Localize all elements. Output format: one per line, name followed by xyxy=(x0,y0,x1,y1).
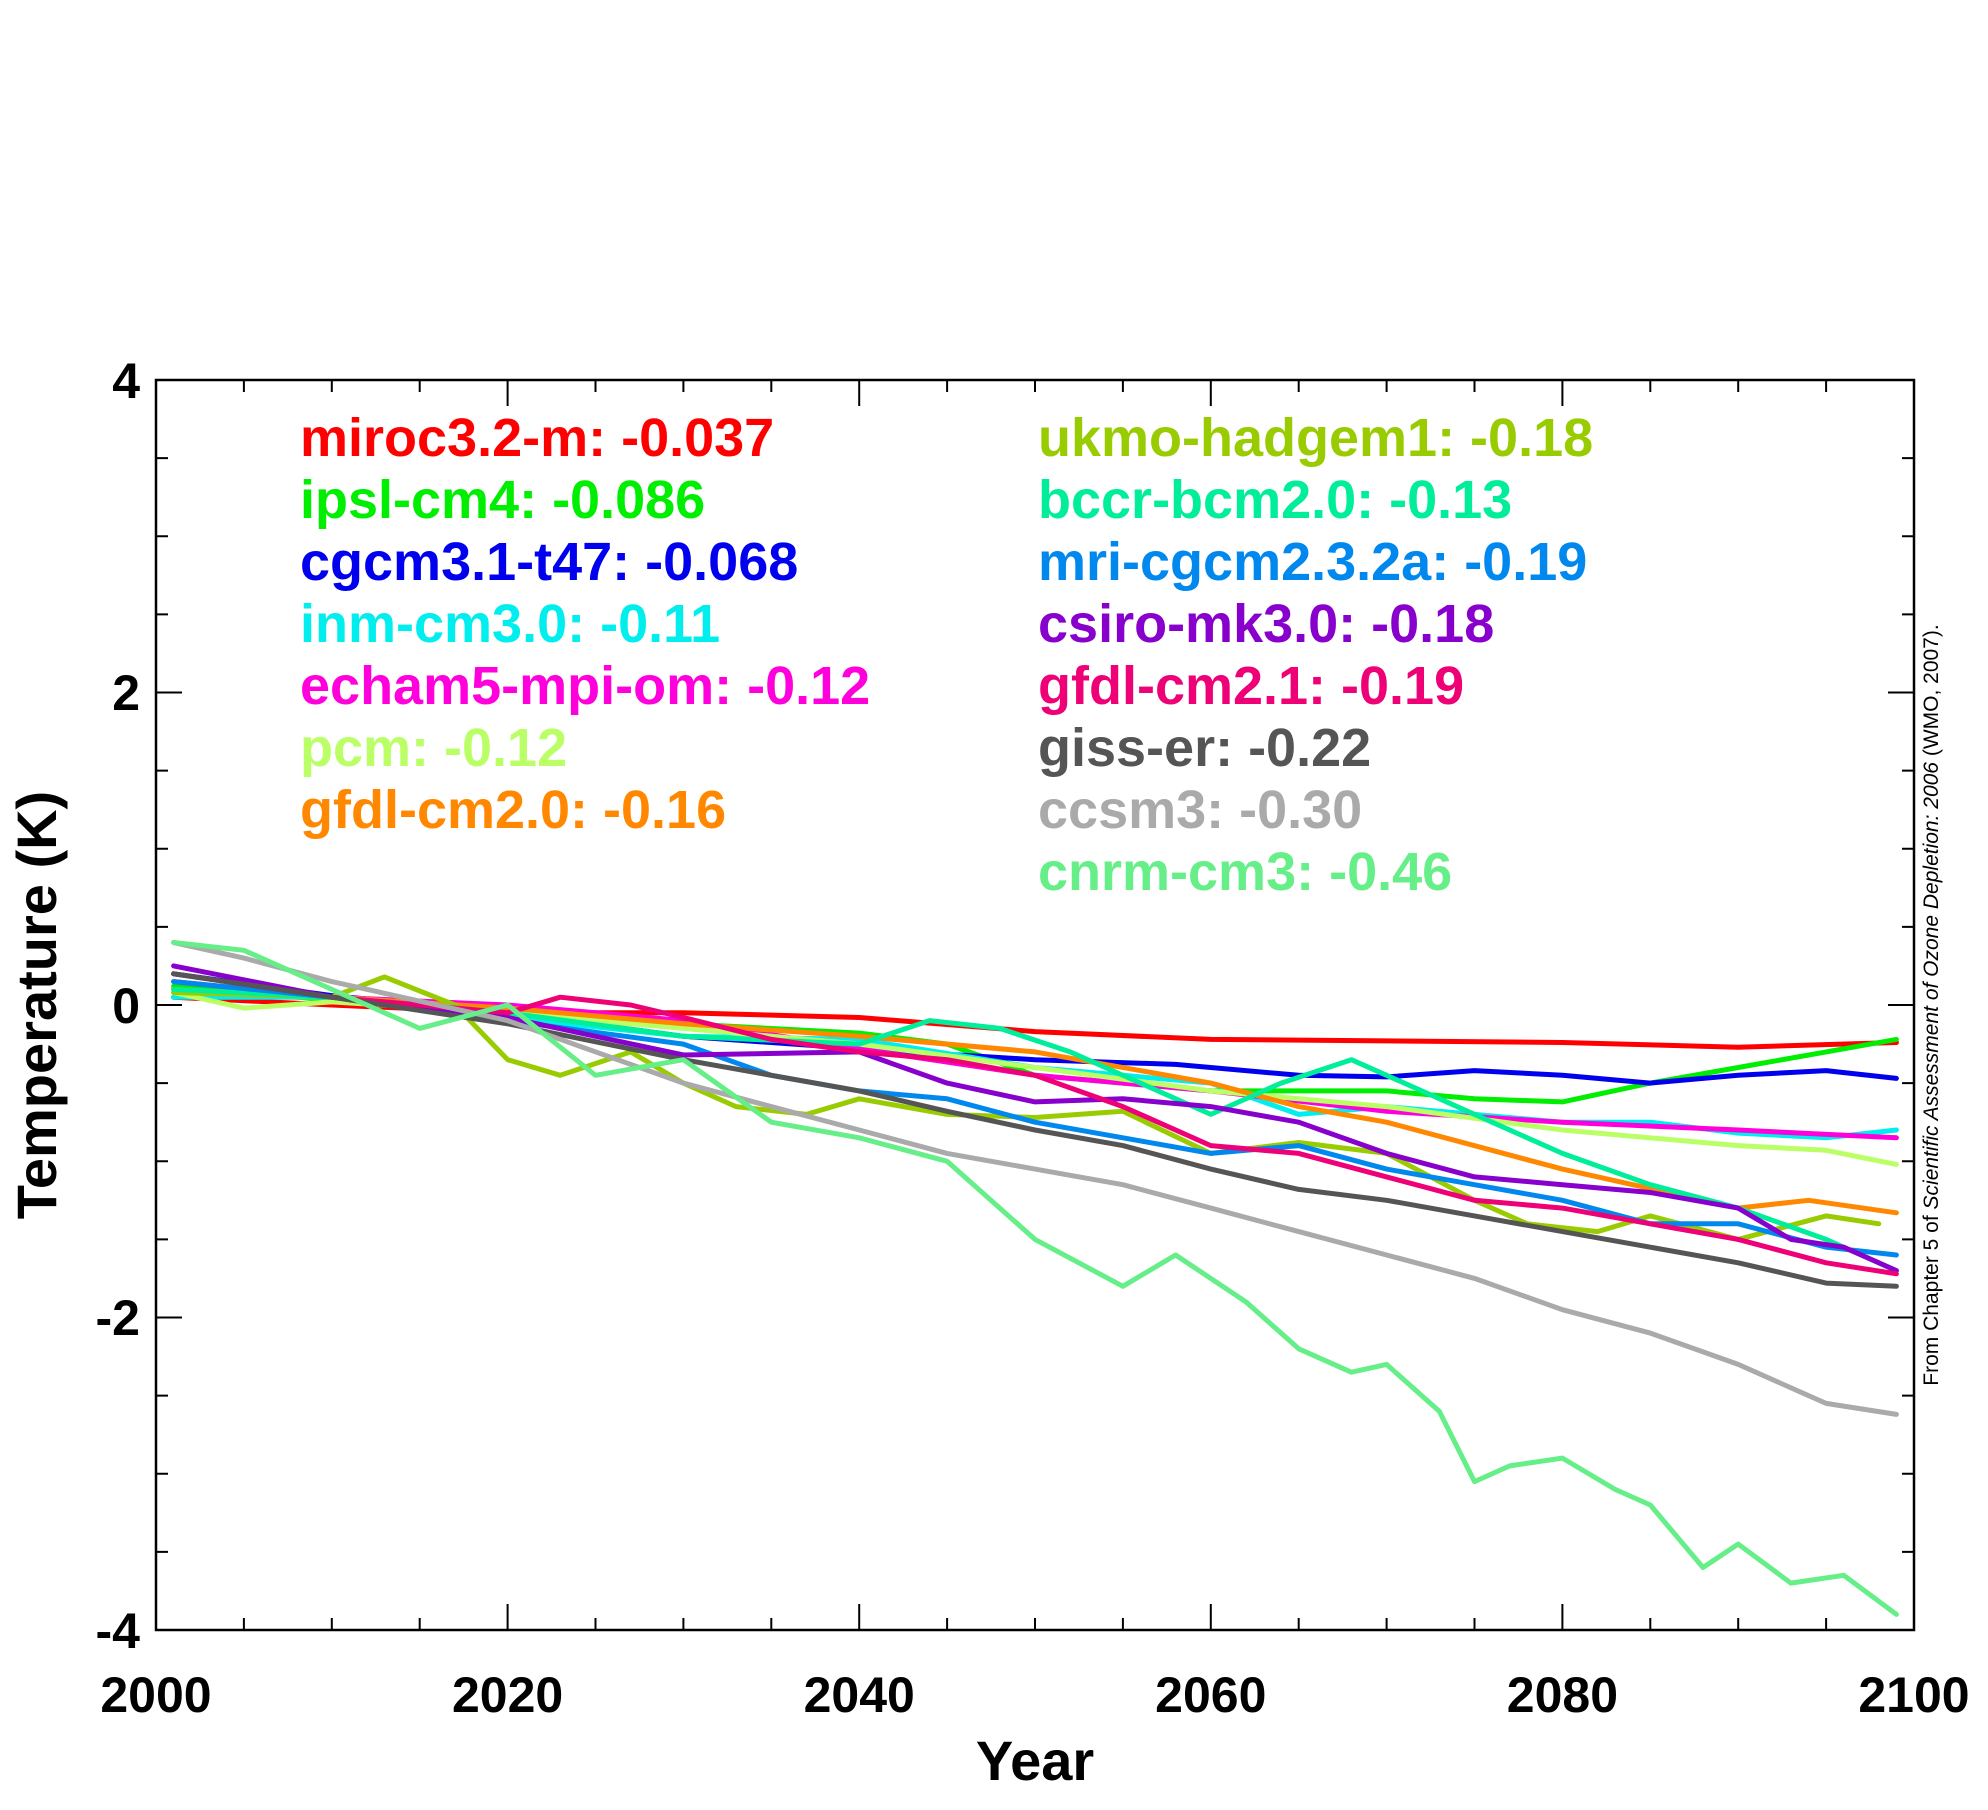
y-tick-label: -2 xyxy=(96,1290,140,1346)
legend-entry-gfdl20: gfdl-cm2.0: -0.16 xyxy=(300,780,726,840)
legend-entry-cgcm: cgcm3.1-t47: -0.068 xyxy=(300,532,798,592)
legend-entry-ipsl: ipsl-cm4: -0.086 xyxy=(300,470,705,530)
legend-entry-ccsm: ccsm3: -0.30 xyxy=(1038,780,1362,840)
legend-entry-ukmo: ukmo-hadgem1: -0.18 xyxy=(1038,408,1593,468)
series-line-ccsm3 xyxy=(171,940,1899,1417)
y-tick-label: 4 xyxy=(112,353,140,409)
legend-entry-echam: echam5-mpi-om: -0.12 xyxy=(300,656,870,716)
series-line-csiro-mk3.0 xyxy=(171,963,1899,1274)
legend-entry-gfdl21: gfdl-cm2.1: -0.19 xyxy=(1038,656,1464,716)
legend-entry-mri: mri-cgcm2.3.2a: -0.19 xyxy=(1038,532,1587,592)
legend-entry-pcm: pcm: -0.12 xyxy=(300,718,567,778)
series-lines xyxy=(171,940,1899,1617)
series-line-gfdl-cm2.1 xyxy=(171,971,1899,1277)
legend-entry-miroc: miroc3.2-m: -0.037 xyxy=(300,408,774,468)
x-tick-label: 2080 xyxy=(1507,1667,1618,1723)
y-axis-title: Temperature (K) xyxy=(5,791,68,1219)
series-line-cnrm-cm3 xyxy=(171,940,1899,1617)
source-credit-suffix: (WMO, 2007). xyxy=(1920,624,1943,762)
x-tick-label: 2100 xyxy=(1858,1667,1969,1723)
x-tick-label: 2040 xyxy=(804,1667,915,1723)
series-line-ukmo-hadgem1 xyxy=(171,974,1882,1242)
x-tick-label: 2000 xyxy=(100,1667,211,1723)
legend-entry-giss: giss-er: -0.22 xyxy=(1038,718,1371,778)
legend-entry-cnrm: cnrm-cm3: -0.46 xyxy=(1038,842,1452,902)
x-axis-title: Year xyxy=(976,1729,1094,1792)
y-tick-label: 2 xyxy=(112,665,140,721)
series-line-mri-cgcm2.3.2a xyxy=(171,979,1899,1258)
axis-ticks xyxy=(155,379,1915,1631)
legend-entry-bccr: bccr-bcm2.0: -0.13 xyxy=(1038,470,1512,530)
series-line-bccr-bcm2.0 xyxy=(171,986,1899,1274)
series-line-giss-er xyxy=(171,971,1899,1289)
x-tick-label: 2020 xyxy=(452,1667,563,1723)
legend-entry-inm: inm-cm3.0: -0.11 xyxy=(300,594,720,654)
source-credit-prefix: From Chapter 5 of xyxy=(1920,1209,1943,1385)
source-credit-title: Scientific Assessment of Ozone Depletion… xyxy=(1920,762,1943,1210)
y-tick-label: -4 xyxy=(96,1603,141,1659)
series-line-pcm xyxy=(171,990,1899,1167)
source-credit: From Chapter 5 of Scientific Assessment … xyxy=(1920,624,1943,1385)
x-tick-label: 2060 xyxy=(1155,1667,1266,1723)
y-tick-label: 0 xyxy=(112,978,140,1034)
legend-entry-csiro: csiro-mk3.0: -0.18 xyxy=(1038,594,1494,654)
